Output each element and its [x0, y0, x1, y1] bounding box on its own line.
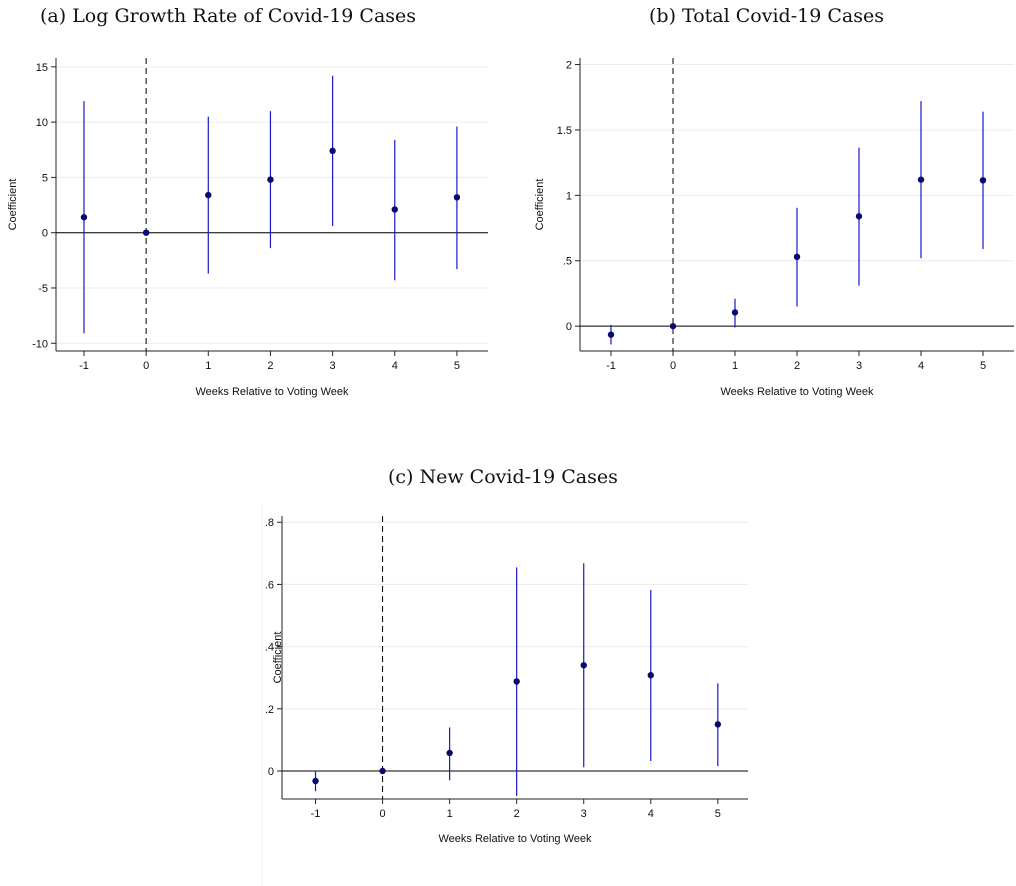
panel-c-x-tick-label: -1 — [311, 808, 321, 820]
panel-b-y-tick-label: 0 — [566, 321, 572, 333]
panel-c-y-tick-label: .4 — [265, 642, 274, 654]
panel-c-y-tick-label: .6 — [265, 579, 274, 591]
panel-a-coefficient-point — [453, 194, 461, 201]
panel-b-x-tick-label: -1 — [606, 360, 616, 372]
panel-a-x-tick-label: 2 — [267, 360, 273, 372]
panel-b-coefficient-point — [731, 309, 739, 316]
panel-b-coefficient-point — [855, 213, 863, 220]
panel-b-y-axis-title: Coefficient — [534, 179, 546, 231]
panel-b-x-tick-label: 2 — [794, 360, 800, 372]
panel-a-x-tick-label: 0 — [143, 360, 149, 372]
panel-a-x-tick-label: 4 — [392, 360, 398, 372]
panel-b-x-tick-label: 1 — [732, 360, 738, 372]
panel-a-y-tick-label: 0 — [42, 228, 48, 240]
panel-b-y-tick-label: 1 — [566, 190, 572, 202]
panel-c-x-tick-label: 0 — [380, 808, 386, 820]
panel-c-x-tick-label: 4 — [648, 808, 654, 820]
panel-b-coefficient-point — [669, 322, 677, 330]
panel-c-coefficient-point — [312, 777, 319, 785]
panel-c-x-tick-label: 3 — [581, 808, 587, 820]
panel-b-y-tick-label: .5 — [563, 256, 572, 268]
panel-b-title: (b) Total Covid-19 Cases — [649, 5, 884, 27]
panel-c-x-tick-label: 1 — [447, 808, 453, 820]
panel-a-coefficient-point — [391, 206, 398, 213]
panel-a-coefficient-point — [80, 214, 88, 221]
panel-a-title: (a) Log Growth Rate of Covid-19 Cases — [40, 5, 417, 27]
panel-b-y-tick-label: 1.5 — [557, 125, 572, 137]
panel-c-x-axis-title: Weeks Relative to Voting Week — [438, 833, 592, 845]
panel-c-y-axis-title: Coefficient — [272, 632, 284, 684]
panel-c-coefficient-point — [513, 678, 520, 685]
panel-c-y-tick-label: 0 — [268, 766, 274, 778]
panel-a-coefficient-point — [205, 191, 212, 199]
panel-b-coefficient-point — [917, 176, 925, 183]
panel-b-x-axis-title: Weeks Relative to Voting Week — [720, 386, 874, 398]
panel-c-y-tick-label: .2 — [265, 704, 274, 716]
panel-a-x-tick-label: -1 — [79, 360, 89, 372]
panel-a-y-tick-label: -10 — [32, 338, 48, 350]
panel-c-coefficient-point — [446, 749, 453, 757]
panel-a-x-axis-title: Weeks Relative to Voting Week — [195, 386, 349, 398]
panel-a-x-tick-label: 5 — [454, 360, 460, 372]
panel-c-coefficient-point — [714, 721, 722, 728]
panel-c-x-tick-label: 5 — [715, 808, 721, 820]
panel-a-y-tick-label: 5 — [42, 172, 48, 184]
panel-b-y-tick-label: 2 — [566, 60, 572, 72]
panel-c-y-tick-label: .8 — [265, 517, 274, 529]
panel-c-coefficient-point — [647, 672, 654, 679]
panel-a-y-tick-label: 15 — [36, 62, 48, 74]
panel-a-y-tick-label: -5 — [38, 283, 48, 295]
panel-b-coefficient-point — [607, 331, 615, 338]
panel-c-coefficient-point — [379, 767, 386, 775]
panel-c-coefficient-point — [580, 662, 587, 669]
panel-a-x-tick-label: 3 — [330, 360, 336, 372]
panel-b-x-tick-label: 4 — [918, 360, 924, 372]
panel-b-coefficient-point — [979, 177, 987, 184]
panel-a-coefficient-point — [329, 147, 336, 155]
panel-b-x-tick-label: 3 — [856, 360, 862, 372]
panel-a-y-axis-title: Coefficient — [7, 179, 19, 231]
panel-b-coefficient-point — [793, 253, 801, 261]
panel-a-coefficient-point — [142, 229, 150, 236]
panel-a-y-tick-label: 10 — [36, 117, 48, 129]
panel-c-x-tick-label: 2 — [514, 808, 520, 820]
panel-b-x-tick-label: 5 — [980, 360, 986, 372]
panel-b-x-tick-label: 0 — [670, 360, 676, 372]
panel-a-coefficient-point — [267, 176, 274, 183]
panel-a-x-tick-label: 1 — [205, 360, 211, 372]
panel-c-title: (c) New Covid-19 Cases — [388, 466, 618, 488]
